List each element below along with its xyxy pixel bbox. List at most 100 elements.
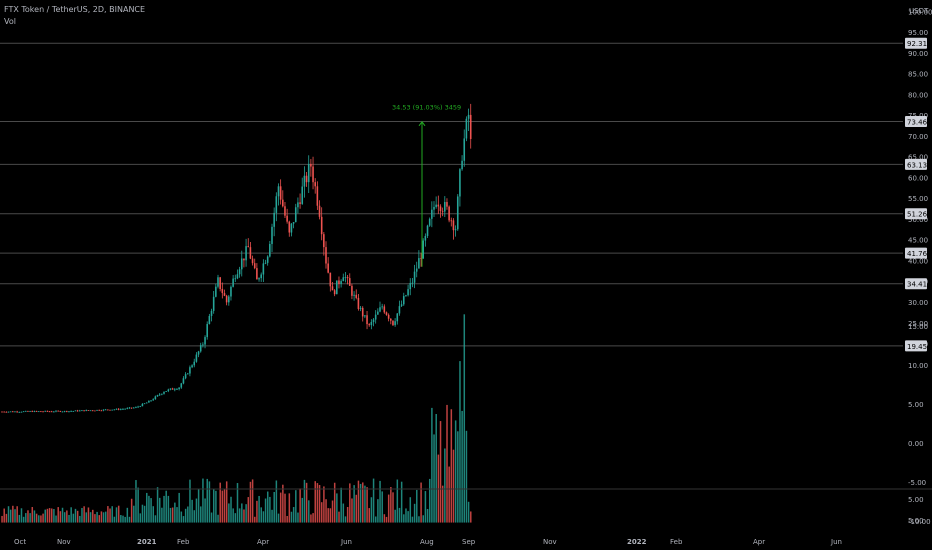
volume-bar <box>197 488 200 523</box>
candle-body <box>50 411 53 413</box>
level-badge-label: 51.26 <box>907 211 928 219</box>
candle-body <box>361 307 364 317</box>
candle-body <box>325 247 327 264</box>
volume-bar <box>167 495 170 523</box>
volume-bar <box>126 507 129 523</box>
volume-bar <box>141 504 144 523</box>
volume-bar <box>465 430 468 523</box>
volume-bar <box>355 494 358 523</box>
volume-bar <box>439 421 442 523</box>
candle-body <box>20 411 23 413</box>
candle-body <box>238 269 241 275</box>
candle-body <box>12 411 14 413</box>
volume-bar <box>346 506 349 523</box>
x-tick-label: Feb <box>177 538 190 546</box>
candle-body <box>327 263 329 273</box>
volume-bar <box>171 507 174 523</box>
volume-bar <box>349 483 351 523</box>
volume-bar <box>46 508 49 523</box>
candle-body <box>191 365 193 368</box>
candle-body <box>152 399 154 401</box>
candle-body <box>31 411 34 412</box>
volume-bar <box>89 512 92 523</box>
volume-bar <box>22 516 25 523</box>
volume-bar <box>180 511 183 523</box>
volume-bar <box>431 407 433 523</box>
level-badge <box>905 116 927 128</box>
volume-bar <box>133 505 135 523</box>
candle-body <box>182 378 185 384</box>
candle-body <box>398 306 401 314</box>
candle-body <box>320 216 323 235</box>
candle-body <box>128 407 131 409</box>
candle-body <box>208 315 211 325</box>
volume-bar <box>117 505 120 523</box>
volume-bar <box>161 507 163 523</box>
volume-bar <box>256 500 258 523</box>
volume-bar <box>418 516 420 523</box>
candle-body <box>158 394 161 396</box>
volume-bar <box>44 509 46 523</box>
volume-bar <box>243 509 245 523</box>
volume-bar <box>124 516 126 523</box>
volume-bar <box>398 507 401 523</box>
volume-bar <box>338 511 340 523</box>
volume-bar <box>316 483 319 523</box>
candle-body <box>135 407 137 408</box>
candle-body <box>465 118 468 139</box>
candle-body <box>301 186 304 204</box>
volume-bar <box>282 484 284 523</box>
candle-body <box>204 337 206 345</box>
candle-body <box>366 315 368 325</box>
candle-body <box>351 285 353 296</box>
volume-bar <box>230 496 232 523</box>
volume-tick-label: 5.00 <box>908 401 924 409</box>
volume-bar <box>137 487 139 523</box>
level-badge-label: 92.31 <box>907 40 927 48</box>
candle-body <box>446 202 448 207</box>
volume-bar <box>217 514 219 523</box>
candle-body <box>171 388 174 390</box>
y-tick-label: 60.00 <box>908 174 928 182</box>
candle-body <box>288 221 291 233</box>
candle-body <box>223 293 226 296</box>
candle-body <box>469 114 472 139</box>
volume-bar <box>377 499 379 523</box>
volume-bar <box>130 498 133 523</box>
volume-bar <box>379 480 381 523</box>
volume-bar <box>193 510 196 523</box>
y-tick-label: 25.00 <box>908 320 928 328</box>
candle-body <box>197 351 200 355</box>
candle-body <box>292 222 295 224</box>
volume-bar <box>150 498 152 523</box>
volume-bar <box>74 508 77 523</box>
volume-bar <box>420 482 422 523</box>
y-tick-label: 55.00 <box>908 195 928 203</box>
volume-bar <box>362 482 364 523</box>
candle-body <box>279 186 282 200</box>
candle-body <box>206 324 208 338</box>
candle-body <box>357 297 360 309</box>
volume-bar <box>444 448 446 523</box>
candle-body <box>113 409 116 411</box>
candle-body <box>78 410 81 412</box>
candle-body <box>33 411 36 412</box>
volume-bar <box>18 514 21 523</box>
candle-body <box>9 411 12 413</box>
volume-bar <box>31 507 34 523</box>
volume-bar <box>336 493 338 523</box>
volume-bar <box>221 490 224 523</box>
candle-body <box>348 278 351 286</box>
candle-body <box>137 406 139 408</box>
y-tick-label: 65.00 <box>908 154 928 162</box>
candle-body <box>450 220 453 222</box>
candle-body <box>243 258 245 261</box>
candle-body <box>219 277 221 289</box>
candle-body <box>454 229 457 231</box>
candle-body <box>247 246 250 248</box>
volume-bar <box>232 508 234 523</box>
volume-bar <box>57 507 59 523</box>
volume-bar <box>219 482 221 523</box>
volume-bar <box>96 511 98 523</box>
